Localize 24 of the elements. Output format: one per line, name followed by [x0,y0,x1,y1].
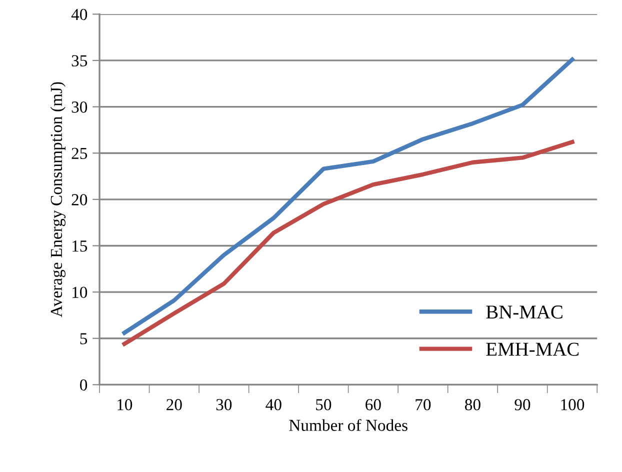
legend-label: EMH-MAC [486,342,579,356]
x-tick-label: 80 [465,399,480,410]
y-tick-label: 35 [72,55,88,66]
x-tick-label: 60 [366,399,381,410]
x-tick-label: 30 [216,399,232,410]
x-tick-label: 40 [266,399,282,410]
y-tick-label: 25 [72,148,88,160]
y-tick-label: 10 [72,286,88,298]
x-tick-label: 50 [316,399,332,410]
x-tick-label: 20 [166,399,182,410]
y-tick-label: 30 [72,101,88,113]
x-tick-label: 90 [514,399,530,410]
y-tick-label: 40 [71,8,88,20]
line-series [122,57,574,335]
x-tick-label: 10 [118,399,132,410]
y-tick-label: 20 [72,194,88,206]
legend-label: BN-MAC [486,306,562,319]
y-tick-label: 5 [80,333,88,344]
x-tick-label: 100 [561,399,584,410]
y-axis-title: Average Energy Consumption (mJ) [50,82,66,318]
y-tick-label: 0 [80,379,88,391]
y-tick-label: 15 [72,240,88,252]
x-axis-title: Number of Nodes [289,419,408,431]
x-tick-label: 70 [416,399,431,410]
